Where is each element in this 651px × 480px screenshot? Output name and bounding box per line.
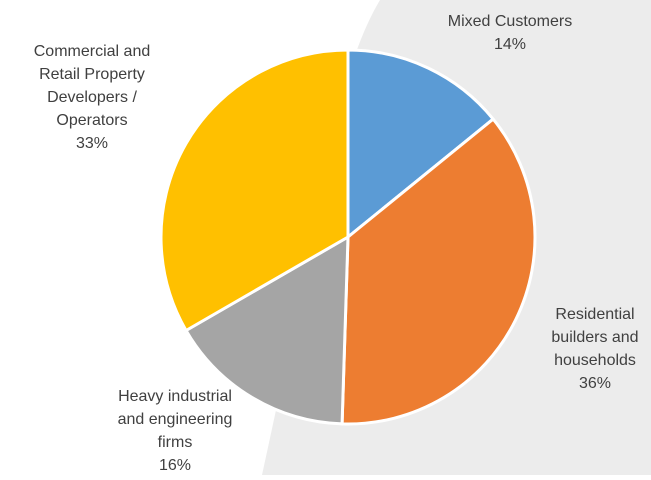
slice-labels: Mixed Customers 14% Residential builders an…: [34, 13, 639, 474]
slice-label-line: firms: [158, 434, 193, 451]
slice-label-line: Operators: [56, 112, 127, 129]
pie-slice-4: [159, 48, 350, 332]
slice-percent-label: 36%: [579, 375, 611, 392]
slice-label-line: Heavy industrial: [118, 388, 232, 405]
slice-label-3: Heavy industrial and engineering firms 16%: [118, 388, 233, 474]
slice-percent-label: 14%: [494, 36, 526, 53]
slice-label-line: builders and: [551, 329, 638, 346]
pie-slice-3: [184, 235, 350, 426]
pie-slices: [159, 48, 537, 426]
slice-label-line: Residential: [555, 306, 634, 323]
pie-slice-1: [346, 48, 495, 239]
slice-percent-label: 33%: [76, 135, 108, 152]
slice-label-1: Mixed Customers 14%: [448, 13, 572, 53]
slice-label-4: Commercial and Retail Property Developers …: [34, 43, 150, 152]
slice-label-line: households: [554, 352, 636, 369]
slice-label-line: Developers /: [47, 89, 137, 106]
slice-label-line: Retail Property: [39, 66, 145, 83]
slice-label-line: Mixed Customers: [448, 13, 572, 30]
slice-label-line: and engineering: [118, 411, 233, 428]
slice-percent-label: 16%: [159, 457, 191, 474]
slice-label-line: Commercial and: [34, 43, 150, 60]
slice-label-2: Residential builders and households 36%: [551, 306, 638, 392]
pie-slice-2: [340, 117, 537, 426]
